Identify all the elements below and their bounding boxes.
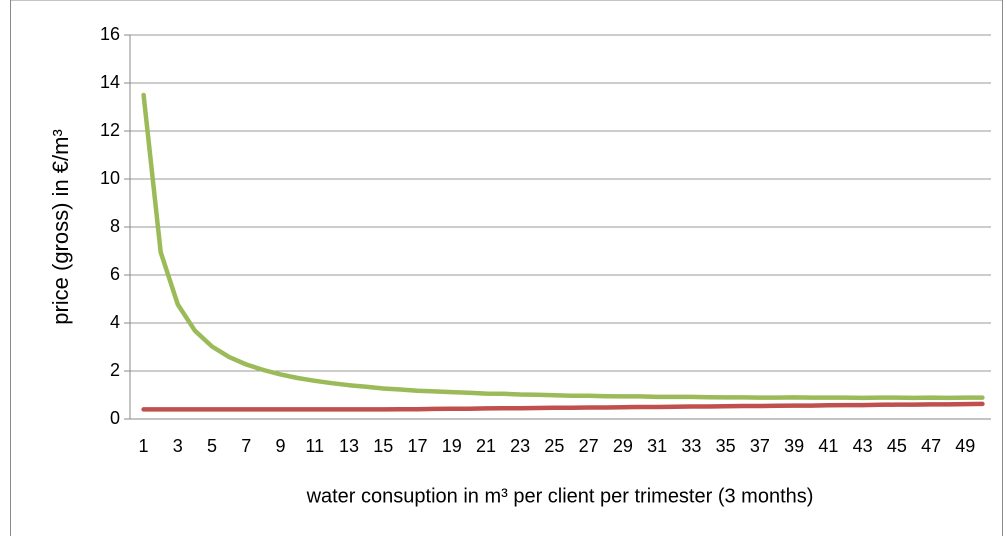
- x-tick-label: 33: [681, 436, 701, 456]
- x-tick-label: 9: [276, 436, 286, 456]
- x-tick-label: 3: [173, 436, 183, 456]
- x-tick-label: 1: [139, 436, 149, 456]
- x-tick-label: 39: [784, 436, 804, 456]
- x-tick-label: 35: [716, 436, 736, 456]
- x-tick-label: 27: [579, 436, 599, 456]
- x-tick-label: 49: [955, 436, 975, 456]
- y-tick-label: 6: [110, 264, 120, 284]
- y-tick-label: 8: [110, 216, 120, 236]
- x-tick-label: 45: [887, 436, 907, 456]
- x-tick-label: 25: [544, 436, 564, 456]
- line-series: [141, 92, 985, 401]
- x-tick-label: 21: [476, 436, 496, 456]
- y-tick-label: 10: [100, 168, 120, 188]
- x-tick-label: 31: [647, 436, 667, 456]
- x-tick-label: 37: [750, 436, 770, 456]
- x-tick-label: 17: [407, 436, 427, 456]
- x-tick-label: 13: [339, 436, 359, 456]
- x-tick-label: 11: [305, 436, 324, 456]
- x-tick-label: 23: [510, 436, 530, 456]
- y-tick-label: 12: [100, 120, 120, 140]
- x-tick-label: 41: [818, 436, 838, 456]
- x-tick-label: 43: [853, 436, 873, 456]
- x-tick-label: 29: [613, 436, 633, 456]
- y-tick-label: 14: [100, 72, 120, 92]
- x-tick-label: 5: [207, 436, 217, 456]
- y-tick-label: 0: [110, 408, 120, 428]
- x-tick-label: 19: [442, 436, 462, 456]
- x-axis-label: water consuption in m³ per client per tr…: [306, 485, 814, 507]
- x-tick-label: 47: [921, 436, 941, 456]
- x-tick-label: 7: [241, 436, 251, 456]
- y-tick-label: 4: [110, 312, 120, 332]
- y-tick-label: 2: [110, 360, 120, 380]
- y-axis-label: price (gross) in €/m³: [48, 129, 73, 325]
- y-tick-label: 16: [100, 24, 120, 44]
- x-tick-label: 15: [373, 436, 393, 456]
- line-series: [141, 401, 985, 412]
